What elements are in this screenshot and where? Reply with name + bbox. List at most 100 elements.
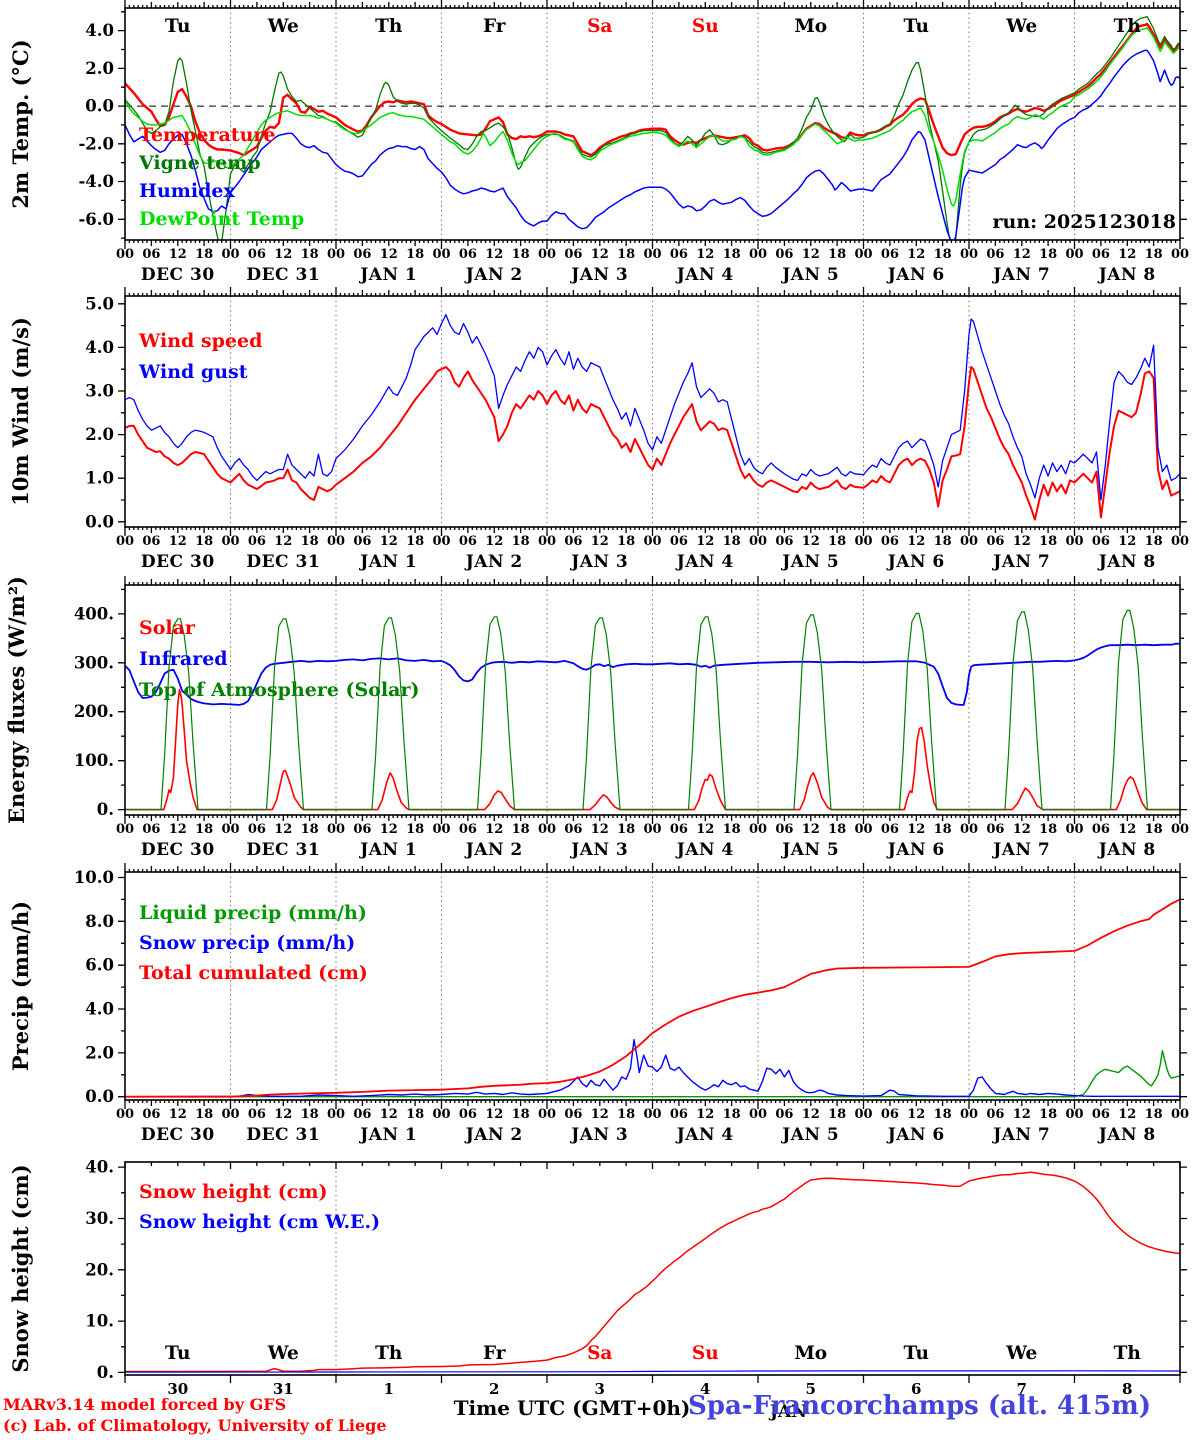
y-tick-label: 2.0 [85, 425, 114, 444]
hour-label: 18 [617, 1107, 635, 1122]
date-label: JAN 3 [569, 552, 628, 572]
hour-label: 00 [327, 822, 345, 837]
hour-label: 06 [775, 822, 793, 837]
y-axis-title-wind: 10m Wind (m/s) [8, 317, 33, 506]
hour-label: 12 [1013, 534, 1031, 549]
legend-temperature: Temperature [139, 124, 276, 146]
series-wind-gust [125, 314, 1180, 501]
panel-frame [124, 7, 1181, 241]
y-tick-label: 2.0 [85, 59, 114, 78]
hour-label: 06 [564, 247, 582, 262]
day-number-label: 2 [489, 1380, 499, 1398]
hour-label: 12 [591, 1107, 609, 1122]
hour-label: 12 [169, 1107, 187, 1122]
legend-total-cumulated-cm-: Total cumulated (cm) [139, 962, 368, 984]
y-tick-label: 300. [74, 653, 114, 672]
date-label: JAN 1 [358, 840, 417, 860]
hour-label: 00 [221, 822, 239, 837]
date-label: DEC 30 [141, 840, 215, 860]
y-tick-label: 20. [85, 1260, 114, 1279]
hour-label: 12 [696, 534, 714, 549]
hour-label: 12 [274, 534, 292, 549]
hour-label: 18 [406, 822, 424, 837]
hour-label: 06 [881, 534, 899, 549]
y-tick-label: 6.0 [85, 956, 114, 975]
hour-label: 00 [1171, 822, 1189, 837]
date-label: JAN 3 [569, 1125, 628, 1145]
hour-label: 12 [591, 822, 609, 837]
weekday-label: Tu [165, 16, 191, 37]
hour-label: 00 [327, 1107, 345, 1122]
y-tick-label: -6.0 [78, 210, 114, 229]
date-label: JAN 7 [991, 840, 1050, 860]
hour-label: 06 [459, 247, 477, 262]
hour-label: 12 [1013, 1107, 1031, 1122]
hour-label: 12 [802, 534, 820, 549]
day-gridlines [230, 872, 1075, 1100]
hour-label: 06 [670, 1107, 688, 1122]
date-label: JAN 8 [1097, 265, 1156, 285]
hour-label: 00 [749, 534, 767, 549]
hour-label: 18 [617, 822, 635, 837]
hour-label: 06 [775, 1107, 793, 1122]
hour-label: 12 [380, 247, 398, 262]
legend-top-of-atmosphere-solar-: Top of Atmosphere (Solar) [139, 679, 419, 701]
hour-label: 18 [617, 247, 635, 262]
hour-label: 12 [1118, 1107, 1136, 1122]
hour-label: 00 [538, 1107, 556, 1122]
hour-label: 12 [380, 1107, 398, 1122]
date-label: DEC 30 [141, 552, 215, 572]
hour-label: 18 [406, 1107, 424, 1122]
hour-label: 06 [564, 1107, 582, 1122]
hour-label: 18 [828, 247, 846, 262]
hour-label: 12 [1013, 822, 1031, 837]
hour-label: 18 [1039, 822, 1057, 837]
date-label: JAN 3 [569, 840, 628, 860]
hour-label: 00 [960, 247, 978, 262]
y-tick-label: 0.0 [85, 512, 114, 531]
month-label: JAN [770, 1402, 807, 1422]
date-label: JAN 6 [886, 552, 945, 572]
y-tick-label: 4.0 [85, 1000, 114, 1019]
weekday-label: Mo [794, 16, 827, 37]
date-label: DEC 31 [246, 1125, 320, 1145]
y-axis-title-temperature: 2m Temp. (°C) [8, 39, 33, 208]
hour-label: 12 [591, 534, 609, 549]
hour-label: 00 [854, 1107, 872, 1122]
date-label: JAN 1 [358, 1125, 417, 1145]
footer-lab-credit: (c) Lab. of Climatology, University of L… [3, 1416, 387, 1435]
hour-label: 06 [353, 247, 371, 262]
hour-label: 00 [749, 822, 767, 837]
hour-label: 18 [301, 247, 319, 262]
hour-label: 06 [881, 822, 899, 837]
day-number-label: 8 [1122, 1380, 1132, 1398]
weekday-label: Mo [794, 1343, 827, 1364]
hour-label: 06 [459, 534, 477, 549]
hour-label: 06 [881, 247, 899, 262]
hour-label: 00 [643, 534, 661, 549]
y-tick-label: 5.0 [85, 294, 114, 313]
hour-label: 00 [221, 247, 239, 262]
legend-snow-height-cm-w-e-: Snow height (cm W.E.) [139, 1211, 380, 1233]
hour-label: 00 [960, 534, 978, 549]
hour-label: 06 [986, 1107, 1004, 1122]
day-number-label: 1 [384, 1380, 394, 1398]
day-gridlines [230, 296, 1075, 527]
hour-label: 06 [142, 247, 160, 262]
weekday-label: Tu [903, 16, 929, 37]
hour-label: 00 [432, 534, 450, 549]
hour-label: 00 [327, 247, 345, 262]
date-label: JAN 7 [991, 1125, 1050, 1145]
station-title: Spa-Francorchamps (alt. 415m) [688, 1391, 1152, 1421]
footer-model-credit: MARv3.14 model forced by GFS [3, 1395, 287, 1414]
y-axis-title-snow: Snow height (cm) [8, 1164, 33, 1372]
hour-label: 12 [274, 822, 292, 837]
hour-label: 18 [512, 534, 530, 549]
y-tick-label: 100. [74, 751, 114, 770]
hour-label: 00 [960, 1107, 978, 1122]
hour-label: 00 [854, 822, 872, 837]
weekday-label: We [1005, 1343, 1037, 1364]
hour-label: 00 [1171, 1107, 1189, 1122]
series-liquid-precip-mm-h- [125, 1049, 1180, 1098]
